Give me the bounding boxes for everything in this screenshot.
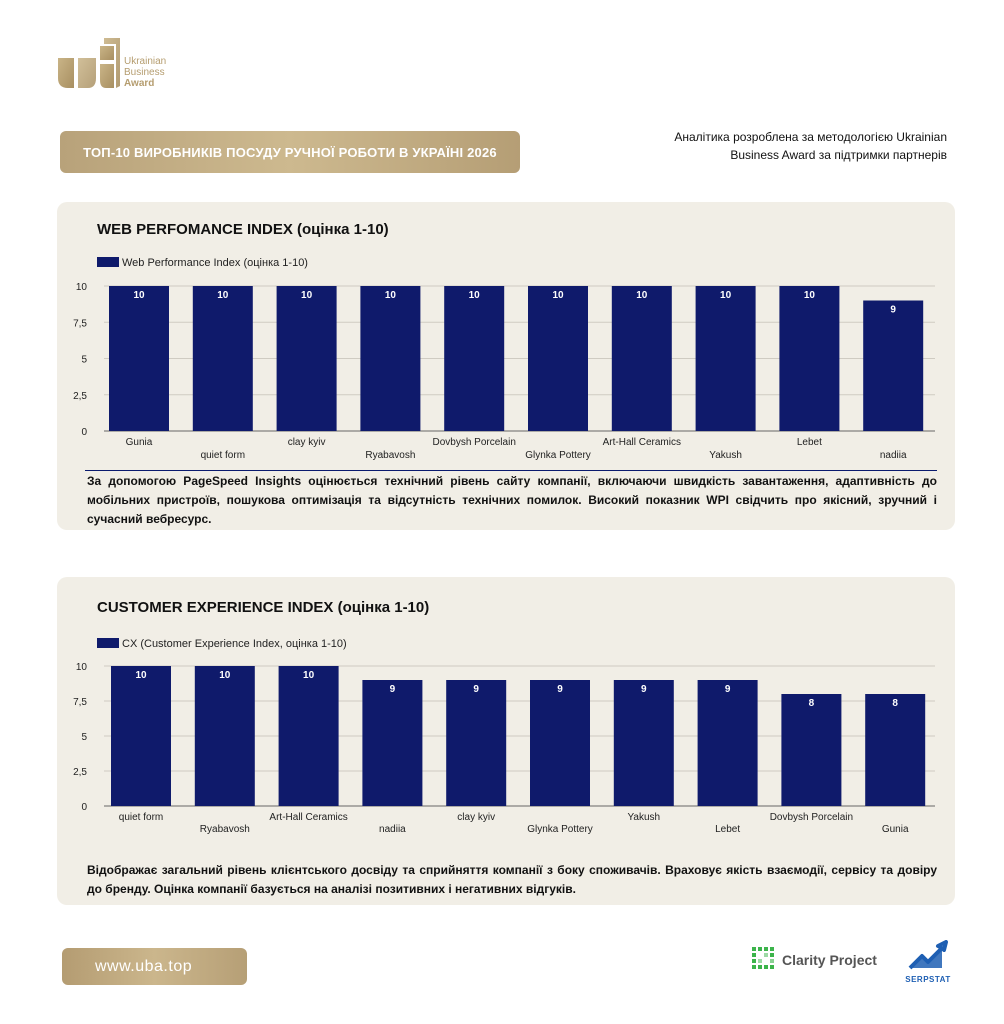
uba-logo (58, 38, 120, 88)
x-tick-label: Dovbysh Porcelain (770, 812, 853, 823)
methodology-note: Аналітика розроблена за методологією Ukr… (674, 130, 947, 162)
bar-value-label: 9 (390, 684, 396, 695)
bar (276, 286, 337, 431)
x-tick-label: quiet form (201, 450, 245, 461)
bar-value-label: 9 (725, 684, 731, 695)
serpstat-icon (908, 940, 948, 970)
bar (530, 680, 590, 806)
legend-swatch (97, 638, 119, 648)
serpstat-logo: SERPSTAT (900, 940, 956, 984)
x-tick-label: nadiia (379, 824, 406, 835)
cx-chart: CX (Customer Experience Index, оцінка 1-… (73, 638, 935, 835)
cx-panel: CUSTOMER EXPERIENCE INDEX (оцінка 1-10) … (57, 577, 955, 905)
bar-value-label: 10 (552, 290, 564, 301)
bar (360, 286, 421, 431)
bar-value-label: 10 (720, 290, 732, 301)
x-tick-label: Yakush (709, 450, 742, 461)
x-tick-label: Lebet (715, 824, 740, 835)
bar (528, 286, 588, 431)
bar-value-label: 9 (890, 305, 896, 316)
y-tick-label: 0 (81, 802, 87, 813)
y-tick-label: 0 (81, 427, 87, 438)
legend-swatch (97, 257, 119, 267)
y-tick-label: 5 (81, 732, 87, 743)
bar (697, 680, 758, 806)
bar (863, 300, 924, 431)
bar-value-label: 9 (641, 684, 647, 695)
y-tick-label: 7,5 (73, 697, 87, 708)
y-tick-label: 10 (76, 282, 88, 293)
bar-value-label: 9 (473, 684, 479, 695)
report-title-banner: ТОП-10 ВИРОБНИКІВ ПОСУДУ РУЧНОЇ РОБОТИ В… (60, 131, 520, 173)
bar (865, 694, 926, 806)
bar-value-label: 10 (217, 290, 229, 301)
x-tick-label: Glynka Pottery (525, 450, 591, 461)
x-tick-label: Dovbysh Porcelain (433, 437, 516, 448)
clarity-project-icon (752, 947, 774, 969)
serpstat-label: SERPSTAT (905, 975, 951, 984)
x-tick-label: Yakush (627, 812, 660, 823)
bar-value-label: 8 (809, 698, 815, 709)
bar (362, 680, 423, 806)
bar-value-label: 10 (469, 290, 481, 301)
bar (111, 666, 171, 806)
x-tick-label: Art-Hall Ceramics (603, 437, 681, 448)
x-tick-label: Gunia (126, 437, 153, 448)
bar (109, 286, 169, 431)
bar (194, 666, 255, 806)
bar-value-label: 10 (135, 670, 147, 681)
x-tick-label: Lebet (797, 437, 822, 448)
bar-value-label: 10 (133, 290, 145, 301)
logo-wordmark: Ukrainian Business Award (124, 56, 167, 89)
bar (781, 694, 842, 806)
bar (446, 680, 507, 806)
bar-value-label: 10 (385, 290, 397, 301)
x-tick-label: Art-Hall Ceramics (269, 812, 347, 823)
x-tick-label: nadiia (880, 450, 907, 461)
clarity-project-label: Clarity Project (782, 952, 877, 968)
clarity-project-logo: Clarity Project (752, 947, 877, 973)
x-tick-label: Gunia (882, 824, 909, 835)
bar-value-label: 10 (301, 290, 313, 301)
x-tick-label: Glynka Pottery (527, 824, 593, 835)
bar-value-label: 9 (557, 684, 563, 695)
y-tick-label: 5 (81, 355, 87, 366)
wpi-chart: Web Performance Index (оцінка 1-10) 0 2,5 5… (73, 257, 935, 461)
bar (779, 286, 840, 431)
bar-value-label: 10 (219, 670, 231, 681)
divider (85, 470, 937, 471)
x-tick-label: clay kyiv (288, 437, 326, 448)
legend-label: Web Performance Index (оцінка 1-10) (122, 257, 308, 269)
website-link[interactable]: www.uba.top (62, 948, 247, 985)
bar (613, 680, 674, 806)
bar (611, 286, 672, 431)
cx-title: CUSTOMER EXPERIENCE INDEX (оцінка 1-10) (97, 599, 430, 616)
x-tick-label: clay kyiv (457, 812, 495, 823)
bar (278, 666, 339, 806)
bar-value-label: 10 (804, 290, 816, 301)
report-title: ТОП-10 ВИРОБНИКІВ ПОСУДУ РУЧНОЇ РОБОТИ В… (83, 144, 497, 160)
bar-value-label: 10 (636, 290, 648, 301)
y-tick-label: 2,5 (73, 767, 87, 778)
bar (695, 286, 756, 431)
bar-value-label: 8 (892, 698, 898, 709)
wpi-title: WEB PERFOMANCE INDEX (оцінка 1-10) (97, 221, 389, 238)
bar (192, 286, 253, 431)
legend-label: CX (Customer Experience Index, оцінка 1-… (122, 638, 347, 650)
y-tick-label: 10 (76, 662, 88, 673)
y-tick-label: 2,5 (73, 391, 87, 402)
x-tick-label: Ryabavosh (365, 450, 415, 461)
website-label: www.uba.top (95, 957, 193, 975)
bar-value-label: 10 (303, 670, 315, 681)
x-tick-label: quiet form (119, 812, 163, 823)
x-tick-label: Ryabavosh (200, 824, 250, 835)
y-tick-label: 7,5 (73, 318, 87, 329)
wpi-panel: WEB PERFOMANCE INDEX (оцінка 1-10) Web P… (57, 202, 955, 530)
bar (444, 286, 505, 431)
wpi-description: За допомогою PageSpeed Insights оцінюєть… (87, 474, 937, 526)
cx-description: Відображає загальний рівень клієнтського… (87, 863, 937, 896)
